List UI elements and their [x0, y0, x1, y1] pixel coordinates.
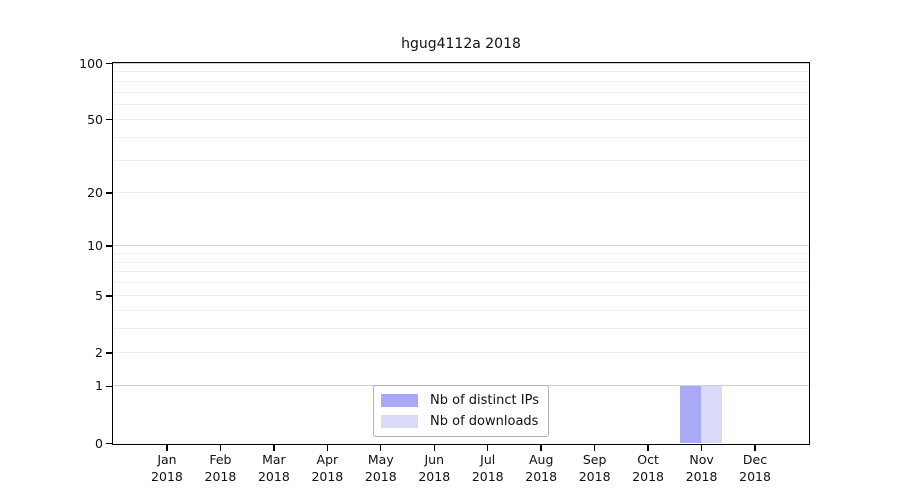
gridline-70: [113, 91, 809, 93]
y-tick-mark-5: [106, 295, 112, 297]
x-tick-mark-sep: [593, 445, 596, 451]
y-tick-mark-0: [106, 442, 112, 445]
gridline-5: [113, 294, 809, 296]
x-tick-label-oct: Oct 2018: [632, 452, 665, 484]
gridline-20: [113, 191, 809, 193]
gridline-2: [113, 352, 809, 354]
x-tick-mark-aug: [540, 445, 542, 451]
y-tick-label-2: 2: [95, 345, 103, 361]
x-tick-label-apr: Apr 2018: [311, 452, 344, 484]
y-tick-mark-20: [106, 192, 112, 194]
gridline-50: [113, 118, 809, 120]
y-tick-mark-50: [106, 119, 112, 121]
x-tick-label-may: May 2018: [364, 452, 397, 484]
x-tick-label-aug: Aug 2018: [525, 452, 558, 484]
y-tick-label-5: 5: [95, 287, 103, 303]
legend-item-downloads: Nb of downloads: [381, 414, 539, 429]
x-tick-label-sep: Sep 2018: [578, 452, 611, 484]
gridline-30: [113, 159, 809, 161]
x-tick-label-jan: Jan 2018: [151, 452, 183, 484]
y-tick-label-50: 50: [87, 111, 103, 127]
bar-nb-of-downloads-nov-2018: [701, 385, 723, 443]
x-tick-mark-jan: [166, 445, 168, 451]
bar-nb-of-distinct-ips-nov-2018: [679, 385, 702, 443]
x-tick-mark-oct: [647, 445, 649, 451]
x-tick-label-dec: Dec 2018: [739, 452, 771, 484]
gridline-10: [113, 245, 809, 247]
y-tick-label-1: 1: [95, 378, 103, 394]
x-tick-mark-nov: [700, 445, 703, 451]
y-tick-mark-2: [106, 352, 112, 354]
y-tick-label-0: 0: [95, 435, 103, 451]
legend-item-distinct-ips: Nb of distinct IPs: [381, 393, 539, 408]
gridline-7: [113, 271, 809, 273]
x-tick-mark-may: [380, 445, 382, 451]
y-tick-label-20: 20: [87, 184, 103, 200]
y-tick-label-10: 10: [87, 238, 103, 254]
y-tick-mark-100: [106, 62, 112, 65]
gridline-8: [113, 261, 809, 263]
x-tick-label-feb: Feb 2018: [204, 452, 237, 484]
chart-title: hgug4112a 2018: [401, 36, 521, 52]
legend: Nb of distinct IPs Nb of downloads: [373, 385, 549, 437]
gridline-100: [113, 63, 809, 64]
gridline-4: [113, 309, 809, 311]
x-tick-label-mar: Mar 2018: [257, 452, 290, 484]
x-tick-mark-dec: [754, 445, 756, 451]
x-tick-mark-jun: [433, 445, 435, 451]
gridline-3: [113, 328, 809, 330]
y-tick-label-100: 100: [79, 55, 103, 71]
y-tick-mark-1: [106, 385, 112, 388]
x-tick-label-jun: Jun 2018: [418, 452, 451, 484]
gridline-90: [113, 71, 809, 73]
x-tick-label-nov: Nov 2018: [685, 452, 718, 484]
legend-label-downloads: Nb of downloads: [430, 414, 539, 429]
x-tick-mark-mar: [273, 445, 275, 451]
x-tick-mark-feb: [219, 445, 222, 451]
x-tick-mark-apr: [326, 445, 329, 451]
legend-swatch-downloads: [381, 415, 419, 428]
x-tick-label-jul: Jul 2018: [471, 452, 504, 484]
gridline-80: [113, 80, 809, 82]
gridline-9: [113, 252, 809, 254]
y-tick-mark-10: [106, 245, 112, 247]
plot-area: Nb of distinct IPs Nb of downloads: [112, 62, 810, 445]
gridline-6: [113, 282, 809, 284]
gridline-40: [113, 136, 809, 138]
legend-label-distinct-ips: Nb of distinct IPs: [430, 393, 539, 408]
legend-swatch-distinct-ips: [381, 394, 419, 407]
x-tick-mark-jul: [487, 445, 489, 451]
gridline-60: [113, 104, 809, 106]
